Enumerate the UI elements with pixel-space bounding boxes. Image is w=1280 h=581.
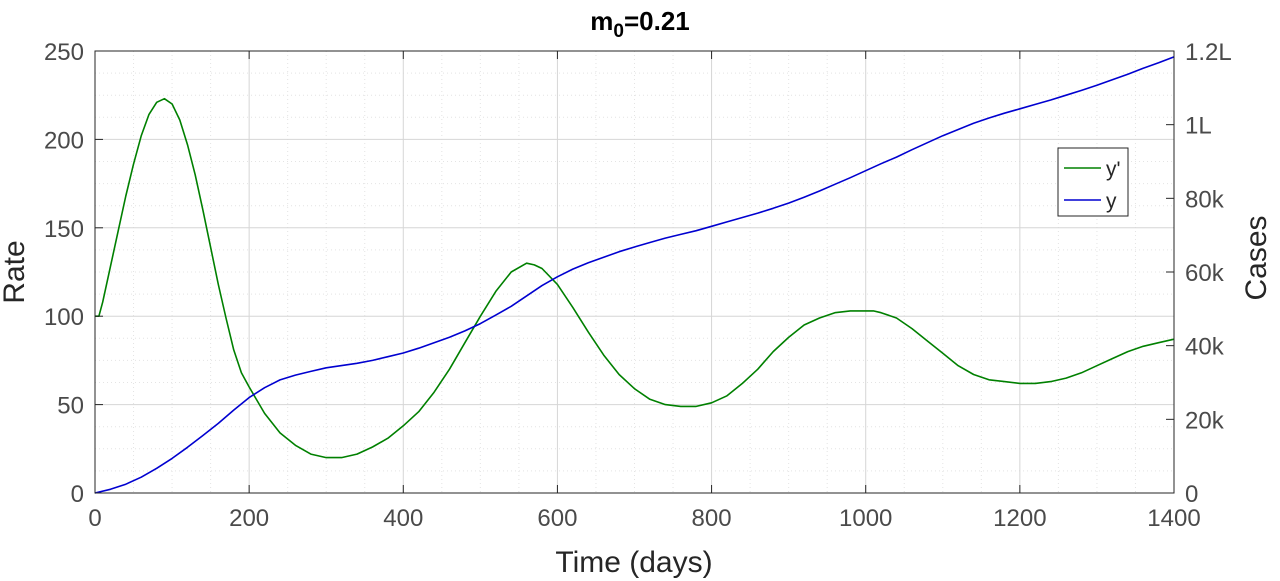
x-axis-label: Time (days) bbox=[555, 546, 712, 579]
x-tick-label: 800 bbox=[692, 505, 732, 532]
x-tick-label: 200 bbox=[229, 505, 269, 532]
title-suffix: =0.21 bbox=[624, 6, 690, 36]
y-left-tick-label: 100 bbox=[44, 304, 84, 331]
y-left-tick-label: 200 bbox=[44, 127, 84, 154]
axis-ticks: 0 200 400 600 800 1000 1200 1400050100150200250… bbox=[44, 39, 1232, 532]
y-left-tick-label: 250 bbox=[44, 39, 84, 66]
y-right-tick-label: 80k bbox=[1185, 186, 1225, 213]
series-line-y bbox=[94, 56, 1175, 494]
title-main: m bbox=[590, 6, 613, 36]
y-right-tick-label: 0 bbox=[1185, 481, 1198, 508]
y-right-tick-label: 20k bbox=[1185, 407, 1225, 434]
title-subscript: 0 bbox=[613, 21, 624, 42]
series-lines bbox=[94, 56, 1175, 494]
x-tick-label: 600 bbox=[537, 505, 577, 532]
y-axis-label-left: Rate bbox=[0, 240, 31, 303]
x-tick-label: 1400 bbox=[1147, 505, 1200, 532]
x-tick-label: 1200 bbox=[993, 505, 1046, 532]
y-left-tick-label: 150 bbox=[44, 216, 84, 243]
x-tick-label: 400 bbox=[383, 505, 423, 532]
series-line-y-prime bbox=[95, 97, 1175, 459]
y-right-tick-label: 40k bbox=[1185, 334, 1225, 361]
y-right-tick-label: 1L bbox=[1185, 113, 1212, 140]
y-left-tick-label: 0 bbox=[71, 481, 84, 508]
y-axis-label-right: Cases bbox=[1240, 215, 1273, 300]
x-tick-label: 0 bbox=[88, 505, 101, 532]
y-right-tick-label: 1.2L bbox=[1185, 39, 1232, 66]
legend-box bbox=[1057, 147, 1129, 217]
legend-label-y: y bbox=[1106, 190, 1117, 213]
y-left-tick-label: 50 bbox=[57, 393, 84, 420]
x-tick-label: 1000 bbox=[839, 505, 892, 532]
chart-title: m0=0.21 bbox=[590, 6, 690, 42]
legend: y' y bbox=[1057, 147, 1129, 217]
legend-label-y-prime: y' bbox=[1106, 158, 1121, 181]
y-right-tick-label: 60k bbox=[1185, 260, 1225, 287]
